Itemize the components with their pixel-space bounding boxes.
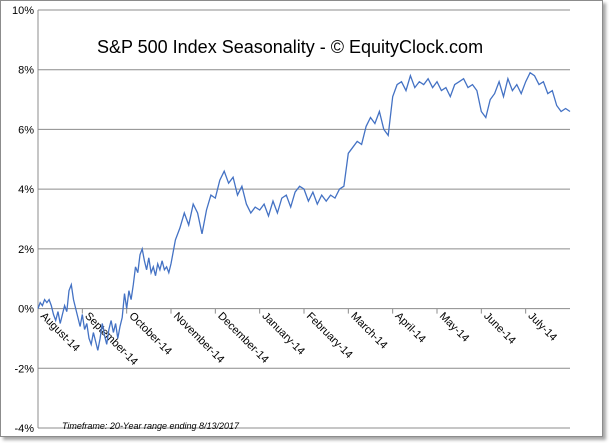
y-tick-labels: -4% -2% 0% 2% 4% 6% 8% 10% bbox=[12, 5, 34, 435]
x-tick-label: October-14 bbox=[127, 310, 174, 357]
y-tick-label: 8% bbox=[18, 65, 34, 77]
y-tick-label: 2% bbox=[18, 244, 34, 256]
y-tick-label: 10% bbox=[12, 5, 34, 17]
y-tick-label: 0% bbox=[18, 304, 34, 316]
chart-title: S&P 500 Index Seasonality - © EquityCloc… bbox=[97, 37, 483, 57]
x-tick-label: February-14 bbox=[304, 310, 355, 361]
chart-frame bbox=[0, 0, 603, 437]
x-tick-label: March-14 bbox=[348, 310, 389, 351]
x-tick-label: May-14 bbox=[437, 310, 471, 344]
x-tick-label: April-14 bbox=[393, 310, 428, 345]
x-tick-label: January-14 bbox=[260, 310, 307, 357]
x-tick-labels: August-14 September-14October-14November-… bbox=[38, 310, 559, 368]
axes bbox=[37, 10, 570, 428]
timeframe-note: Timeframe: 20-Year range ending 8/13/201… bbox=[62, 421, 240, 431]
series-line bbox=[37, 71, 571, 351]
y-tick-label: 6% bbox=[18, 124, 34, 136]
x-tick-label: July-14 bbox=[526, 310, 560, 344]
x-tick-label: August-14 bbox=[38, 310, 82, 354]
y-tick-label: -2% bbox=[14, 363, 34, 375]
y-tick-label: -4% bbox=[14, 423, 34, 435]
gridlines bbox=[38, 9, 570, 429]
y-tick-label: 4% bbox=[18, 184, 34, 196]
x-tick-label: June-14 bbox=[481, 310, 518, 347]
